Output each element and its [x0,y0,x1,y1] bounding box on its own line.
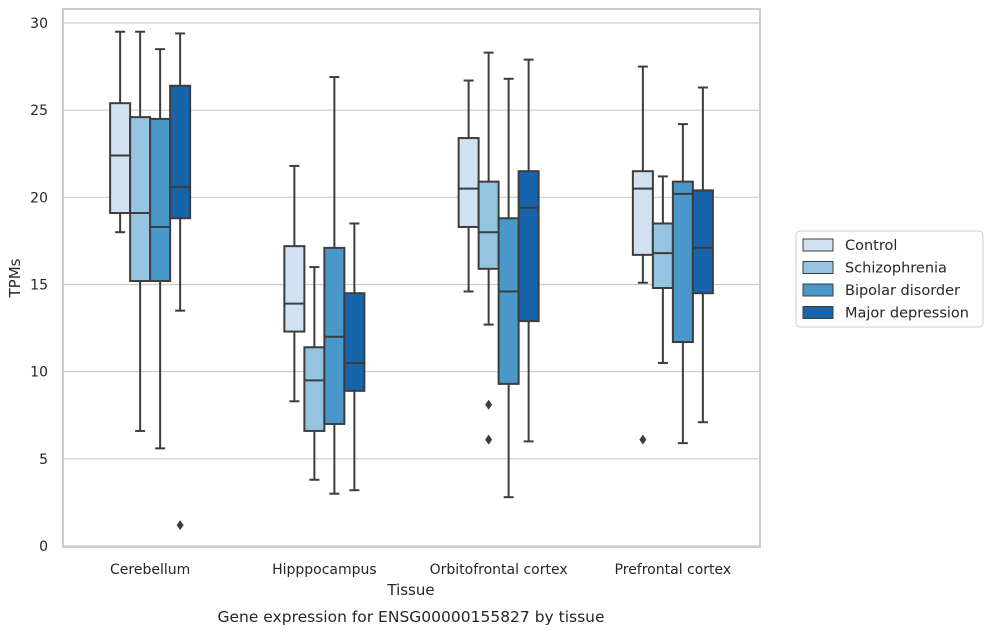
y-tick-label: 25 [30,103,48,119]
x-tick-label: Prefrontal cortex [615,562,732,578]
y-tick-label: 30 [30,16,48,32]
box-control [283,164,306,403]
outlier-point [639,434,647,445]
box-body [517,170,540,323]
box-plot-series [109,30,714,531]
y-tick-label: 0 [39,539,48,555]
x-tick-label: Orbitofrontal cortex [430,562,568,578]
box-control [631,65,654,445]
legend: Control Schizophrenia Bipolar disorder Majo… [795,230,984,328]
box-body [169,84,192,220]
box-body [109,102,132,215]
chart-caption: Gene expression for ENSG00000155827 by t… [217,608,604,626]
x-tick-label: Hipppocampus [272,562,377,578]
outlier-point [176,520,184,531]
legend-swatch [802,306,834,319]
x-tick-label: Cerebellum [110,562,190,578]
x-axis-label: Tissue [386,581,434,599]
box-body [303,346,326,432]
box-body [651,222,674,289]
legend-frame [795,230,984,328]
box-bipolar-disorder [323,76,346,495]
legend-swatch [802,238,834,252]
box-body [497,217,520,385]
box-control [457,79,480,293]
box-schizophrenia [303,266,326,481]
y-tick-label: 15 [30,278,48,294]
x-tick-labels: Cerebellum Hipppocampus Orbitofrontal cort… [110,562,731,578]
legend-label: Control [845,238,897,254]
box-major-depression [169,32,192,531]
y-axis-label: TPMs [6,258,24,298]
box-schizophrenia [129,30,152,432]
box-major-depression [343,222,366,492]
box-bipolar-disorder [497,77,520,499]
box-body [283,245,306,333]
box-bipolar-disorder [149,48,172,450]
outlier-point [485,434,493,445]
plot-frame [62,8,761,548]
box-body [129,116,152,283]
box-schizophrenia [651,175,674,364]
box-control [109,30,132,234]
box-body [457,137,480,228]
box-body [671,180,694,344]
box-body [477,180,500,270]
legend-swatch [802,261,834,274]
legend-label: Schizophrenia [845,261,947,277]
box-body [149,117,172,283]
legend-label: Bipolar disorder [845,283,960,299]
box-bipolar-disorder [671,123,694,445]
box-body [343,292,366,392]
box-major-depression [517,58,540,443]
box-body [631,170,654,256]
y-tick-label: 5 [39,452,48,468]
box-body [691,189,714,295]
legend-swatch [802,283,834,297]
y-tick-label: 10 [30,365,48,381]
box-major-depression [691,86,714,424]
outlier-point [485,399,493,410]
legend-label: Major depression [845,306,969,322]
y-tick-label: 20 [30,190,48,206]
box-schizophrenia [477,51,500,445]
y-tick-labels: 0 5 10 15 20 25 30 [30,16,48,555]
